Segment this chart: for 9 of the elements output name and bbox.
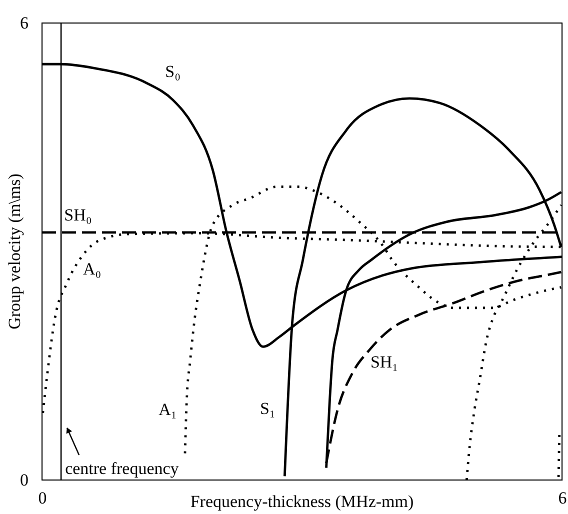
series-label: A₀	[83, 260, 102, 279]
series-label: SH₁	[370, 352, 398, 372]
y-axis-title: Group velocity (m\ms)	[5, 174, 24, 330]
series-label: S₀	[165, 62, 181, 82]
series-label: SH₀	[64, 205, 92, 224]
series-label: S₁	[260, 399, 276, 418]
series-label: A₁	[158, 400, 177, 420]
x-axis-title: Frequency-thickness (MHz-mm)	[190, 492, 414, 511]
ref-line-label: centre frequency	[65, 459, 180, 478]
